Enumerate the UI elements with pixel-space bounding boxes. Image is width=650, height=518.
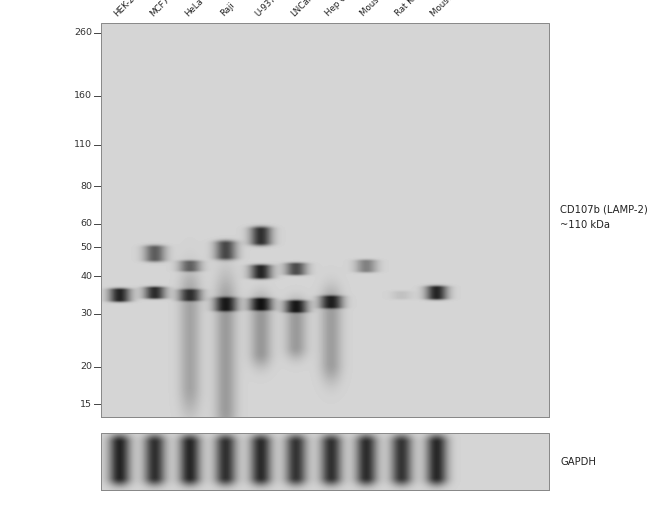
Bar [101,23,549,417]
Text: 80: 80 [81,182,92,191]
Text: ~110 kDa: ~110 kDa [560,220,610,231]
Text: 20: 20 [81,362,92,371]
Text: GAPDH: GAPDH [560,457,596,467]
Text: HEK-293: HEK-293 [112,0,144,18]
Bar [101,433,549,490]
Text: 110: 110 [74,140,92,149]
Text: 260: 260 [74,28,92,37]
Text: Hep G2: Hep G2 [324,0,353,18]
Text: Rat Kidney: Rat Kidney [394,0,434,18]
Bar [101,433,549,490]
Text: CD107b (LAMP-2): CD107b (LAMP-2) [560,205,648,215]
Text: 30: 30 [80,309,92,318]
Text: 60: 60 [81,219,92,228]
Text: 40: 40 [81,272,92,281]
Text: U-937: U-937 [254,0,278,18]
Bar [101,23,549,417]
Text: Mouse Kidney: Mouse Kidney [359,0,408,18]
Text: 50: 50 [81,243,92,252]
Text: MCF7: MCF7 [148,0,171,18]
Text: 160: 160 [74,91,92,100]
Text: Raji: Raji [218,1,236,18]
Text: Mouse Brain: Mouse Brain [429,0,473,18]
Text: LNCaP: LNCaP [289,0,315,18]
Text: 15: 15 [81,399,92,409]
Text: HeLa: HeLa [183,0,205,18]
